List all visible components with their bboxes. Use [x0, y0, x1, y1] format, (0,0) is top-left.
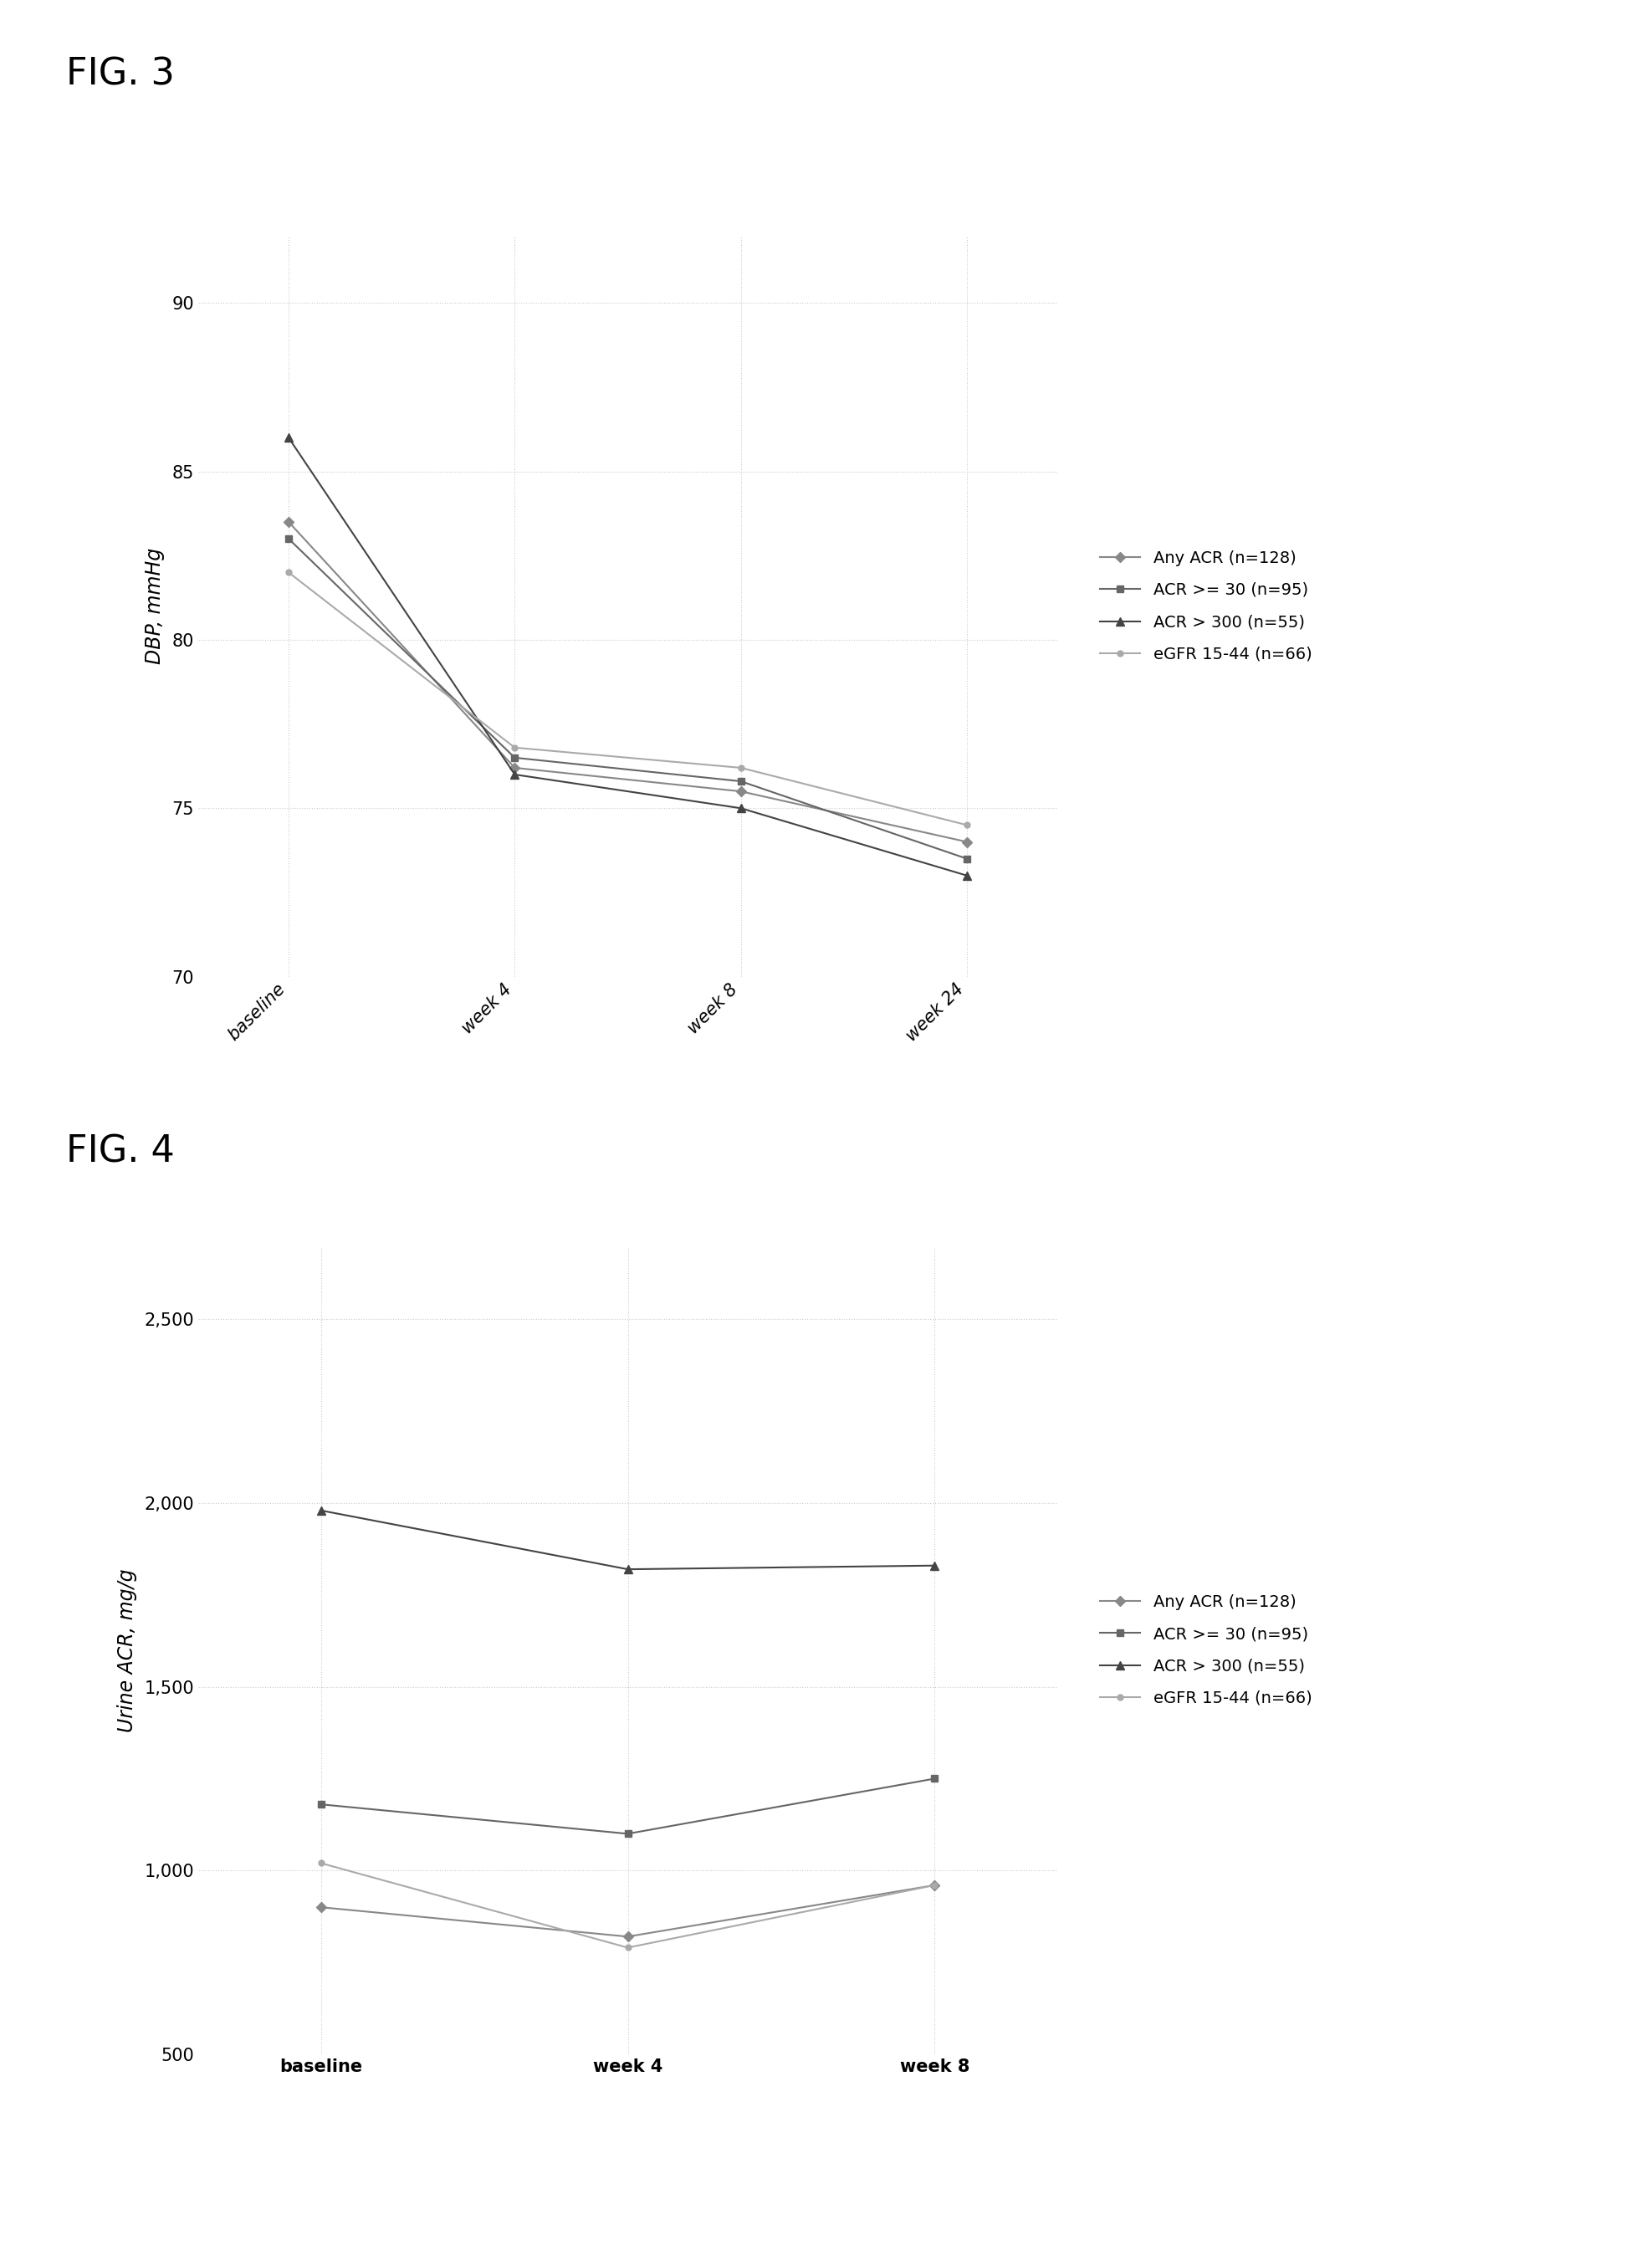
eGFR 15-44 (n=66) [311, 1850, 330, 1877]
ACR >= 30 (n=95) [957, 844, 976, 871]
Y-axis label: Urine ACR, mg/g: Urine ACR, mg/g [117, 1569, 137, 1731]
Y-axis label: DBP, mmHg: DBP, mmHg [145, 548, 165, 665]
eGFR 15-44 (n=66) [279, 559, 299, 586]
Legend: Any ACR (n=128), ACR >= 30 (n=95), ACR > 300 (n=55), eGFR 15-44 (n=66): Any ACR (n=128), ACR >= 30 (n=95), ACR >… [1100, 1594, 1312, 1706]
Legend: Any ACR (n=128), ACR >= 30 (n=95), ACR > 300 (n=55), eGFR 15-44 (n=66): Any ACR (n=128), ACR >= 30 (n=95), ACR >… [1100, 550, 1312, 662]
Any ACR (n=128) [925, 1872, 945, 1899]
ACR > 300 (n=55) [279, 424, 299, 451]
Line: Any ACR (n=128): Any ACR (n=128) [317, 1881, 938, 1940]
Any ACR (n=128) [311, 1895, 330, 1922]
Line: ACR > 300 (n=55): ACR > 300 (n=55) [317, 1506, 938, 1574]
Line: eGFR 15-44 (n=66): eGFR 15-44 (n=66) [286, 570, 970, 828]
ACR > 300 (n=55) [506, 761, 525, 788]
ACR >= 30 (n=95) [730, 768, 750, 795]
Any ACR (n=128) [730, 777, 750, 804]
Line: ACR >= 30 (n=95): ACR >= 30 (n=95) [286, 534, 970, 862]
ACR > 300 (n=55) [618, 1556, 638, 1583]
ACR > 300 (n=55) [957, 862, 976, 889]
eGFR 15-44 (n=66) [957, 813, 976, 840]
Line: Any ACR (n=128): Any ACR (n=128) [286, 519, 970, 846]
eGFR 15-44 (n=66) [730, 754, 750, 781]
eGFR 15-44 (n=66) [506, 734, 525, 761]
ACR > 300 (n=55) [730, 795, 750, 822]
Line: eGFR 15-44 (n=66): eGFR 15-44 (n=66) [319, 1861, 937, 1951]
ACR > 300 (n=55) [311, 1497, 330, 1524]
ACR >= 30 (n=95) [506, 745, 525, 772]
ACR >= 30 (n=95) [925, 1765, 945, 1792]
ACR >= 30 (n=95) [279, 525, 299, 552]
Line: ACR >= 30 (n=95): ACR >= 30 (n=95) [317, 1776, 938, 1836]
Text: FIG. 4: FIG. 4 [66, 1134, 175, 1170]
ACR >= 30 (n=95) [618, 1821, 638, 1848]
Line: ACR > 300 (n=55): ACR > 300 (n=55) [284, 433, 971, 880]
Any ACR (n=128) [618, 1924, 638, 1951]
Any ACR (n=128) [506, 754, 525, 781]
Any ACR (n=128) [957, 828, 976, 855]
ACR >= 30 (n=95) [311, 1792, 330, 1818]
ACR > 300 (n=55) [925, 1551, 945, 1578]
Text: FIG. 3: FIG. 3 [66, 56, 175, 92]
eGFR 15-44 (n=66) [618, 1935, 638, 1962]
Any ACR (n=128) [279, 507, 299, 534]
eGFR 15-44 (n=66) [925, 1872, 945, 1899]
